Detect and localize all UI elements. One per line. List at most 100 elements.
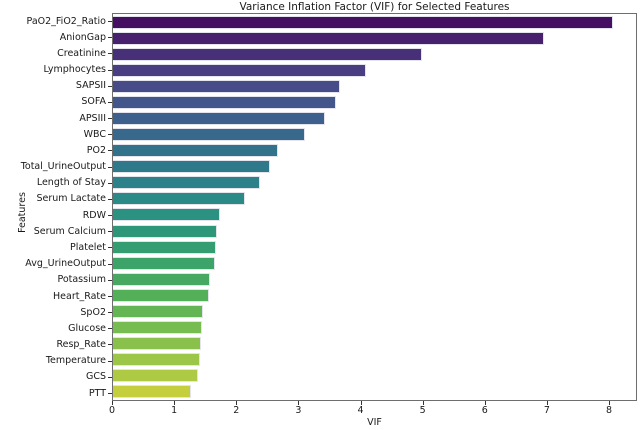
y-tick-mark — [108, 182, 112, 184]
bar-row — [113, 143, 636, 159]
bar-sofa — [113, 95, 337, 109]
y-tick-label: Avg_UrineOutput — [25, 258, 106, 270]
bar-row — [113, 287, 636, 303]
y-tick-mark — [108, 247, 112, 249]
y-tick-marks — [108, 13, 112, 401]
bar-row — [113, 239, 636, 255]
bar-sapsii — [113, 79, 340, 93]
plot-area — [112, 13, 637, 401]
x-tick-mark — [174, 401, 176, 405]
y-tick-label: Platelet — [70, 241, 106, 253]
y-tick-label: Potassium — [57, 274, 106, 286]
y-tick-label: PaO2_FiO2_Ratio — [26, 15, 106, 27]
bar-row — [113, 255, 636, 271]
y-tick-label: Serum Lactate — [36, 193, 106, 205]
y-tick-mark — [108, 37, 112, 39]
bar-row — [113, 159, 636, 175]
bar-wbc — [113, 128, 305, 142]
y-axis-label: Features — [16, 192, 28, 233]
y-axis-labels: PaO2_FiO2_Ratio AnionGap Creatinine Lymphoc… — [0, 13, 106, 401]
bar-gcs — [113, 369, 198, 383]
bar-potassium — [113, 272, 210, 286]
bar-row — [113, 30, 636, 46]
y-tick-mark — [108, 215, 112, 217]
y-tick-label: Total_UrineOutput — [20, 161, 106, 173]
x-tick-mark — [546, 401, 548, 405]
bar-row — [113, 223, 636, 239]
y-tick-label: Creatinine — [57, 47, 106, 59]
y-tick-label: Resp_Rate — [56, 339, 106, 351]
bar-total-urineoutput — [113, 160, 270, 174]
bar-row — [113, 110, 636, 126]
x-tick-label: 2 — [233, 405, 240, 416]
chart-title: Variance Inflation Factor (VIF) for Sele… — [239, 1, 510, 13]
bar-row — [113, 62, 636, 78]
x-tick-mark — [112, 401, 113, 405]
y-tick-label: Length of Stay — [36, 177, 106, 189]
y-tick-label: Heart_Rate — [53, 290, 106, 302]
x-tick-label: 8 — [606, 405, 613, 416]
y-tick-mark — [108, 231, 112, 233]
y-tick-label: Temperature — [45, 355, 106, 367]
y-tick-label: SpO2 — [80, 306, 106, 318]
bar-row — [113, 191, 636, 207]
bar-rdw — [113, 208, 221, 222]
y-tick-label: SOFA — [81, 96, 106, 108]
bar-pao2-fio2-ratio — [113, 15, 614, 29]
x-tick-label: 4 — [357, 405, 364, 416]
x-tick-mark — [609, 401, 611, 405]
y-tick-label: SAPSII — [75, 80, 106, 92]
bar-row — [113, 94, 636, 110]
y-tick-mark — [108, 312, 112, 314]
bar-apsiii — [113, 112, 326, 125]
bar-row — [113, 319, 636, 335]
y-tick-mark — [108, 85, 112, 87]
x-tick-label: 6 — [481, 405, 488, 416]
x-axis-label: VIF — [367, 417, 382, 428]
x-tick-label: 0 — [108, 405, 116, 416]
bar-row — [113, 303, 636, 319]
bar-resp-rate — [113, 337, 201, 351]
x-tick-labels: 0 1 2 3 4 5 6 7 8 — [108, 405, 637, 417]
x-tick-label: 1 — [171, 405, 178, 416]
x-tick-mark — [360, 401, 362, 405]
y-tick-label: PTT — [88, 387, 106, 399]
bar-avg-urineoutput — [113, 256, 215, 270]
y-tick-mark — [108, 118, 112, 120]
y-tick-mark — [108, 134, 112, 136]
bar-length-of-stay — [113, 176, 260, 190]
x-tick-marks — [112, 401, 637, 406]
x-tick-mark — [484, 401, 486, 405]
x-tick-mark — [298, 401, 300, 405]
bar-row — [113, 175, 636, 191]
bars-area — [113, 14, 636, 400]
x-tick-label: 5 — [419, 405, 426, 416]
bar-platelet — [113, 240, 216, 254]
y-tick-label: Lymphocytes — [43, 64, 106, 76]
y-tick-mark — [108, 360, 112, 362]
bar-row — [113, 78, 636, 94]
bar-row — [113, 336, 636, 352]
y-tick-label: Glucose — [68, 322, 106, 334]
y-tick-mark — [108, 150, 112, 152]
y-tick-mark — [108, 328, 112, 330]
y-tick-mark — [108, 263, 112, 265]
bar-spo2 — [113, 304, 203, 318]
bar-glucose — [113, 321, 203, 335]
y-tick-mark — [108, 295, 112, 297]
y-tick-mark — [108, 53, 112, 55]
bar-po2 — [113, 144, 278, 158]
y-tick-label: GCS — [85, 371, 106, 383]
bar-serum-calcium — [113, 224, 217, 238]
y-tick-mark — [108, 101, 112, 103]
bar-row — [113, 368, 636, 384]
y-tick-label: AnionGap — [59, 31, 106, 43]
x-tick-label: 3 — [295, 405, 302, 416]
bar-row — [113, 271, 636, 287]
y-tick-label: PO2 — [86, 144, 106, 156]
x-tick-label: 7 — [543, 405, 550, 416]
y-tick-label: APSIII — [79, 112, 106, 124]
y-tick-label: WBC — [83, 128, 106, 140]
bar-serum-lactate — [113, 192, 245, 206]
